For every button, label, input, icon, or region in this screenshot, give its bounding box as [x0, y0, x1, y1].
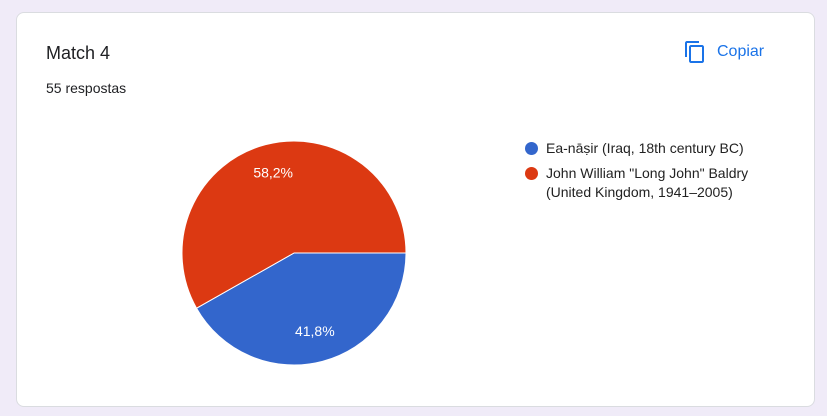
pie-slice: [181, 140, 407, 309]
pie-slice: [195, 252, 407, 366]
legend-swatch: [525, 167, 538, 180]
pie-chart: 41,8% 58,2%: [181, 140, 407, 366]
response-count: 55 respostas: [46, 80, 127, 96]
legend-label: John William "Long John" Baldry (United …: [546, 165, 749, 200]
slice-label: 58,2%: [253, 165, 293, 181]
copy-icon: [685, 41, 704, 63]
legend-label: Ea-nāṣir (Iraq, 18th century BC): [546, 140, 744, 156]
question-title: Match 4: [46, 43, 111, 63]
card: Match 4 55 respostas Copiar 41,8% 58,2% E…: [16, 12, 815, 407]
slice-label: 41,8%: [295, 323, 335, 339]
legend: Ea-nāṣir (Iraq, 18th century BC) John Wil…: [525, 139, 765, 208]
legend-swatch: [525, 142, 538, 155]
copy-label[interactable]: Copiar: [717, 43, 765, 60]
copy-button[interactable]: Copiar: [683, 37, 764, 67]
legend-item: John William "Long John" Baldry (United …: [525, 164, 765, 202]
legend-item: Ea-nāṣir (Iraq, 18th century BC): [525, 139, 765, 158]
